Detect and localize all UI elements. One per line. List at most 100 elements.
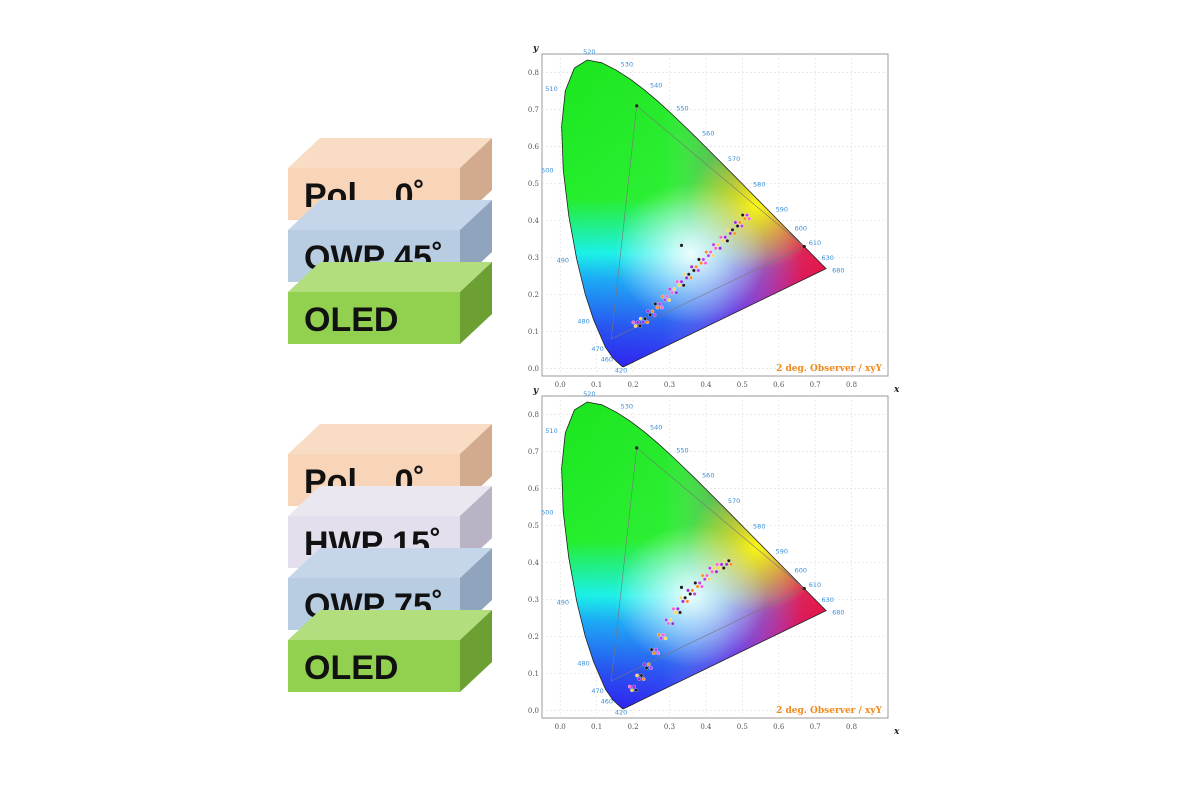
- layer-block-shape: [288, 262, 492, 344]
- data-point: [666, 621, 671, 626]
- data-point: [646, 662, 651, 667]
- data-point: [657, 302, 662, 306]
- data-point: [697, 257, 701, 262]
- y-tick-label: 0.1: [528, 670, 539, 678]
- data-point: [721, 566, 726, 570]
- data-point: [707, 577, 712, 582]
- y-tick-label: 0.8: [528, 411, 539, 419]
- cie-chart-1-svg: 0.0 0.1 0.2 0.3 0.4 0.5 0.6 0.7 0.8 0.0 0.1 0.2 0.3 0…: [528, 44, 900, 395]
- data-point: [661, 632, 666, 637]
- data-point: [713, 246, 718, 251]
- wavelength-label: 680: [832, 267, 844, 275]
- data-point: [643, 316, 647, 321]
- wavelength-label: 480: [577, 317, 589, 325]
- data-point: [722, 558, 727, 563]
- data-point: [678, 595, 683, 600]
- data-point: [673, 610, 678, 615]
- data-point: [655, 305, 660, 310]
- x-tick-label: 0.6: [773, 723, 785, 731]
- data-point: [708, 250, 713, 254]
- data-point: [645, 320, 650, 325]
- y-tick-label: 0.7: [528, 106, 539, 114]
- data-point: [689, 265, 694, 269]
- wavelength-label: 470: [591, 345, 603, 353]
- wavelength-label: 630: [822, 596, 834, 604]
- data-point: [692, 592, 697, 596]
- data-point: [692, 268, 696, 273]
- data-point: [659, 305, 664, 310]
- data-point: [684, 276, 689, 280]
- x-tick-label: 0.8: [846, 723, 857, 731]
- cie-chromaticity-chart-1: 0.0 0.1 0.2 0.3 0.4 0.5 0.6 0.7 0.8 0.0 0.1 0.2 0.3 0…: [520, 42, 910, 395]
- wavelength-label: 460: [601, 355, 613, 363]
- data-point: [745, 213, 749, 217]
- wavelength-label: 580: [753, 522, 765, 530]
- wavelength-label: 480: [577, 659, 589, 667]
- data-point: [715, 562, 720, 567]
- y-tick-label: 0.7: [528, 448, 539, 456]
- wavelength-label: 510: [545, 427, 557, 435]
- x-tick-label: 0.4: [700, 381, 712, 389]
- scatter-series: [631, 213, 752, 328]
- data-point: [656, 651, 661, 656]
- data-point: [639, 673, 644, 678]
- y-tick-label: 0.4: [528, 217, 540, 225]
- data-point: [708, 566, 712, 571]
- x-tick-label: 0.8: [846, 381, 857, 389]
- data-point: [719, 562, 724, 567]
- wavelength-label: 580: [753, 180, 765, 188]
- wavelength-label: 540: [650, 424, 662, 432]
- cie-chart-2-svg: 0.0 0.1 0.2 0.3 0.4 0.5 0.6 0.7 0.8 0.0 0.1 0.2 0.3 0…: [528, 386, 900, 737]
- x-axis-label: x: [893, 385, 900, 395]
- wavelength-label: 600: [795, 567, 807, 575]
- data-point: [648, 313, 653, 317]
- wavelength-label: 500: [541, 508, 553, 516]
- data-point: [632, 684, 637, 689]
- data-point: [718, 235, 723, 240]
- data-point: [642, 662, 647, 667]
- data-point: [657, 632, 661, 637]
- data-point: [732, 231, 737, 236]
- wavelength-label: 520: [583, 48, 595, 56]
- data-point: [682, 272, 687, 277]
- y-tick-label: 0.2: [528, 633, 539, 641]
- data-point: [652, 313, 657, 317]
- wavelength-label: 550: [676, 104, 688, 112]
- data-point: [678, 610, 682, 615]
- data-point: [723, 235, 728, 240]
- x-tick-label: 0.6: [773, 381, 785, 389]
- wavelength-label: 540: [650, 82, 662, 90]
- data-point: [653, 302, 658, 306]
- data-point: [638, 324, 642, 328]
- data-point: [644, 666, 649, 670]
- data-point: [733, 220, 738, 225]
- data-point: [717, 566, 722, 570]
- x-tick-label: 0.3: [664, 381, 675, 389]
- data-point: [747, 216, 752, 221]
- data-point: [696, 268, 701, 273]
- data-point: [659, 636, 663, 641]
- x-axis-label: x: [893, 727, 900, 737]
- data-point: [699, 261, 704, 265]
- data-point: [726, 558, 731, 563]
- y-tick-label: 0.5: [528, 522, 539, 530]
- data-point: [638, 316, 643, 321]
- wavelength-label: 510: [545, 85, 557, 93]
- data-point: [646, 309, 650, 314]
- x-tick-label: 0.0: [555, 723, 566, 731]
- data-point: [650, 309, 655, 314]
- y-tick-label: 0.6: [528, 143, 540, 151]
- observer-label: 2 deg. Observer / xyY: [776, 706, 882, 716]
- data-point: [649, 647, 654, 652]
- wavelength-label: 490: [557, 256, 569, 264]
- data-point: [737, 220, 742, 225]
- wavelength-label: 520: [583, 390, 595, 398]
- data-point: [664, 618, 669, 622]
- data-point: [660, 294, 665, 299]
- data-point: [743, 216, 747, 221]
- wavelength-label: 420: [615, 367, 627, 375]
- data-point: [729, 562, 733, 567]
- y-tick-label: 0.3: [528, 596, 539, 604]
- x-tick-label: 0.1: [591, 723, 602, 731]
- layer-2: QWP 45˚: [288, 200, 492, 284]
